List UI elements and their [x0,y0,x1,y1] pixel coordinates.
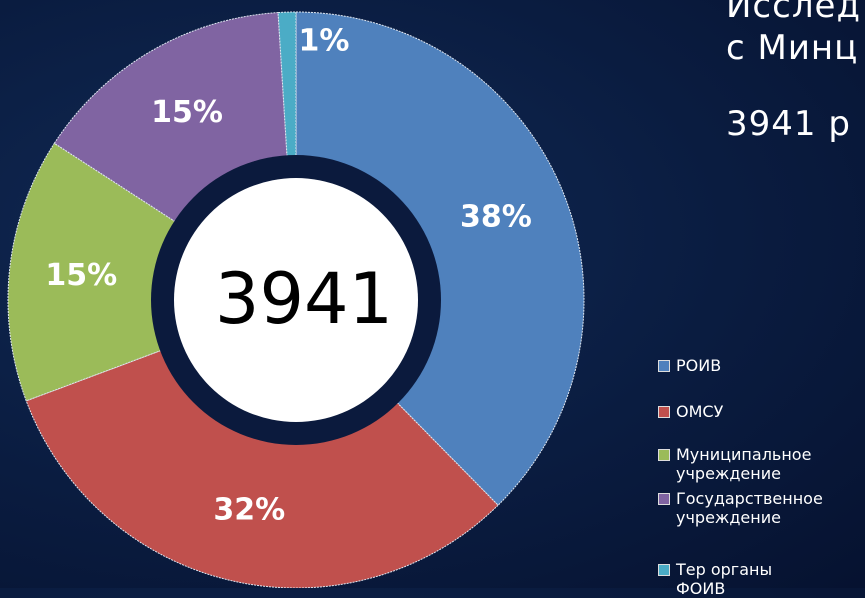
heading-line: с Минц [726,28,859,68]
legend-swatch [658,406,670,418]
donut-center [174,178,418,422]
legend-item: Тер органы ФОИВ [658,560,858,598]
legend-label: Муниципальное учреждение [676,445,812,483]
heading-line: 3941 р [726,104,851,144]
legend-item: Государственное учреждение [658,489,858,527]
legend-label: Тер органы ФОИВ [676,560,773,598]
legend-label: РОИВ [676,356,722,375]
center-label: 3941 [215,258,393,340]
legend-swatch [658,564,670,576]
donut-slice [295,11,585,506]
legend-swatch [658,449,670,461]
donut-slice [7,142,298,402]
legend-item: Муниципальное учреждение [658,445,858,483]
legend-label: Государственное учреждение [676,489,823,527]
legend-swatch [658,493,670,505]
data-label: 15% [151,95,223,130]
legend-swatch [658,360,670,372]
heading-line: Исслед [726,0,861,26]
data-label: 32% [213,492,285,527]
donut-slice [25,299,499,588]
data-label: 38% [460,200,532,235]
legend-label: ОМСУ [676,402,724,421]
data-label: 1% [299,24,350,59]
data-label: 15% [45,258,117,293]
legend-item: ОМСУ [658,402,858,421]
legend-item: РОИВ [658,356,858,375]
